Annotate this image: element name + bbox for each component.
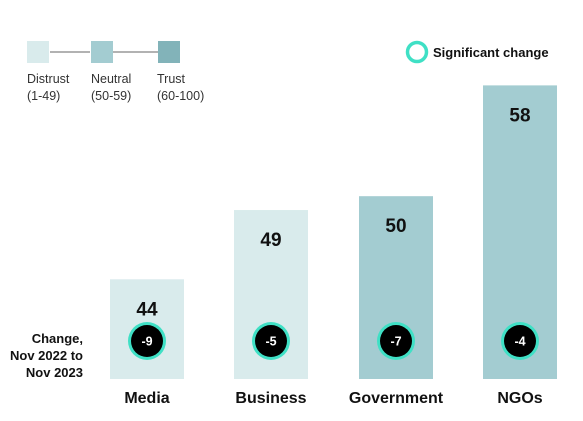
category-label-government: Government xyxy=(349,390,444,407)
legend-swatch-neutral xyxy=(91,41,113,63)
change-label-line-1: Change, xyxy=(32,331,83,346)
change-value-business: -5 xyxy=(265,335,276,349)
legend-label-distrust: Distrust xyxy=(27,72,70,86)
change-badge-government xyxy=(380,325,412,357)
significant-change-label: Significant change xyxy=(433,45,549,60)
value-label-media: 44 xyxy=(136,299,158,320)
legend-range-distrust: (1-49) xyxy=(27,89,60,103)
value-label-government: 50 xyxy=(385,216,406,237)
legend-swatch-trust xyxy=(158,41,180,63)
change-badge-ngos xyxy=(504,325,536,357)
change-badge-media xyxy=(131,325,163,357)
legend-swatch-distrust xyxy=(27,41,49,63)
category-label-ngos: NGOs xyxy=(497,390,542,407)
significant-ring-icon xyxy=(405,40,429,64)
change-badge-business xyxy=(255,325,287,357)
change-label-line-2: Nov 2022 to xyxy=(10,348,83,363)
bars: 44 -9 Media 49 -5 Business 50 -7 Government 58 -4 N… xyxy=(110,85,557,407)
change-value-media: -9 xyxy=(141,335,152,349)
value-label-business: 49 xyxy=(260,230,281,251)
change-value-ngos: -4 xyxy=(514,335,525,349)
legend-label-trust: Trust xyxy=(157,72,186,86)
legend-range-neutral: (50-59) xyxy=(91,89,131,103)
legend: Distrust (1-49) Neutral (50-59) Trust (6… xyxy=(27,41,204,103)
change-axis-label: Change, Nov 2022 to Nov 2023 xyxy=(10,331,83,380)
legend-label-neutral: Neutral xyxy=(91,72,131,86)
change-label-line-3: Nov 2023 xyxy=(26,365,83,380)
value-label-ngos: 58 xyxy=(509,105,530,126)
change-value-government: -7 xyxy=(390,335,401,349)
category-label-media: Media xyxy=(124,390,169,407)
legend-range-trust: (60-100) xyxy=(157,89,204,103)
category-label-business: Business xyxy=(235,390,306,407)
significant-change-key: Significant change xyxy=(405,40,549,64)
